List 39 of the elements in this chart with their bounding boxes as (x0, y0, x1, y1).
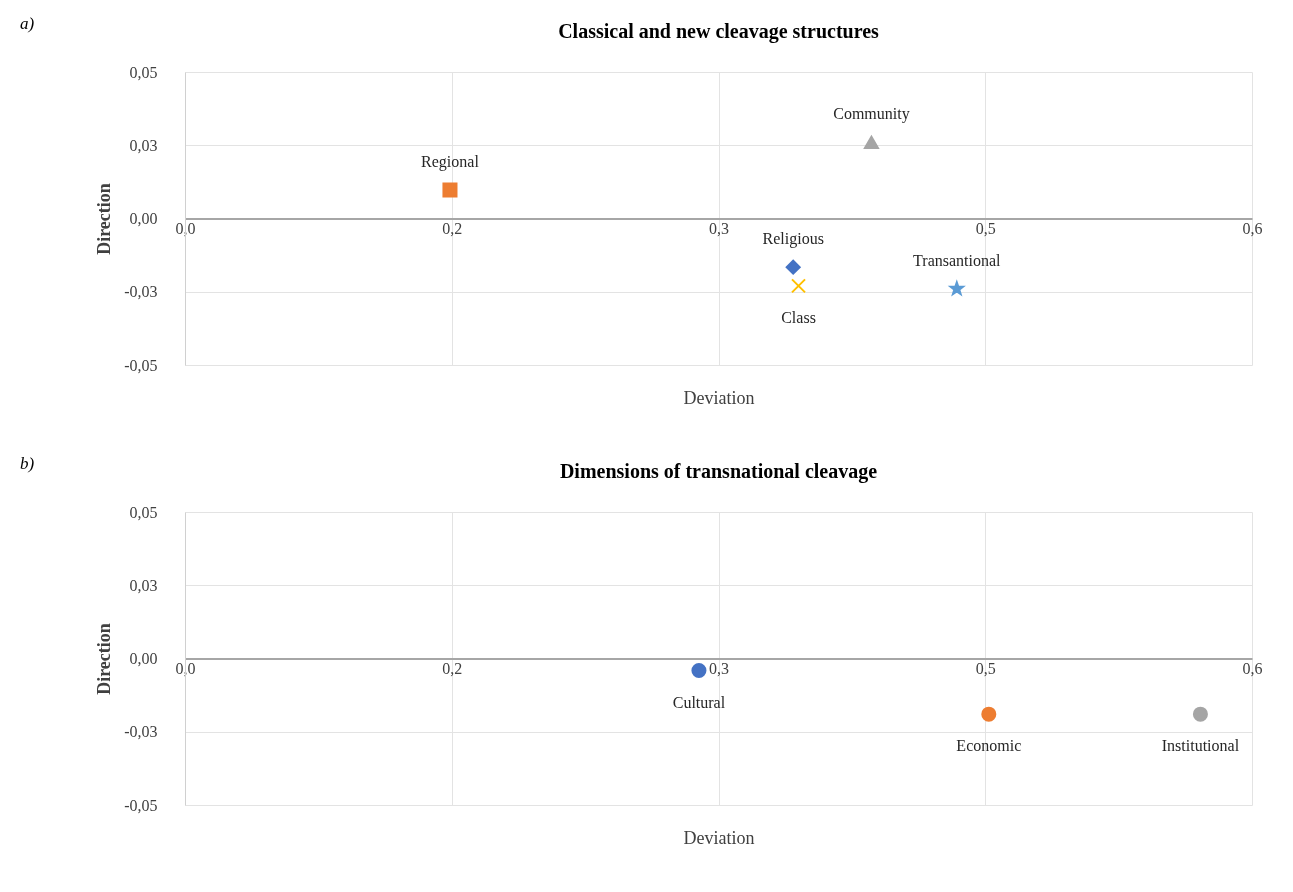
chart-title: Classical and new cleavage structures (558, 20, 880, 43)
x-axis-title: Deviation (683, 827, 755, 848)
y-tick-label: 0,05 (129, 503, 158, 521)
y-tick-label: -0,05 (124, 796, 158, 814)
y-tick-label: 0,00 (129, 210, 158, 227)
y-axis-title: Direction (94, 623, 115, 695)
y-tick-label: 0,00 (129, 650, 158, 667)
y-tick-label: -0,03 (124, 283, 158, 301)
x-tick-label: 0,5 (975, 660, 996, 677)
series-label: Institutional (1161, 737, 1240, 755)
x-tick-label: 0,6 (1242, 660, 1263, 677)
text: b) (20, 454, 35, 474)
x-axis-title: Deviation (683, 387, 755, 408)
text: a) (20, 14, 35, 34)
series-label: Economic (956, 737, 1022, 755)
point (863, 135, 879, 149)
point (442, 182, 458, 198)
y-axis-title: Direction (94, 183, 115, 255)
series-label: Class (781, 308, 816, 326)
series-label: Cultural (672, 693, 726, 711)
series-label: Religious (762, 230, 824, 249)
y-tick-label: 0,03 (129, 576, 158, 594)
series-label: Community (833, 105, 910, 124)
y-tick-label: -0,03 (124, 723, 158, 741)
y-tick-label: 0,05 (129, 63, 158, 81)
point (949, 281, 964, 296)
series-label: Transantional (913, 251, 1002, 269)
y-tick-label: 0,03 (129, 136, 158, 154)
y-tick-label: -0,05 (124, 356, 158, 374)
x-tick-label: 0,2 (442, 220, 463, 237)
chart-title: Dimensions of transnational cleavage (559, 460, 878, 483)
x-tick-label: 0,5 (975, 220, 996, 237)
x-tick-label: 0,3 (709, 660, 729, 677)
x-tick-label: 0,2 (442, 660, 463, 677)
x-tick-label: 0,6 (1242, 220, 1263, 237)
x-tick-label: 0,3 (709, 220, 729, 237)
point (791, 278, 807, 294)
series-label: Regional (421, 153, 480, 172)
point (785, 259, 801, 275)
